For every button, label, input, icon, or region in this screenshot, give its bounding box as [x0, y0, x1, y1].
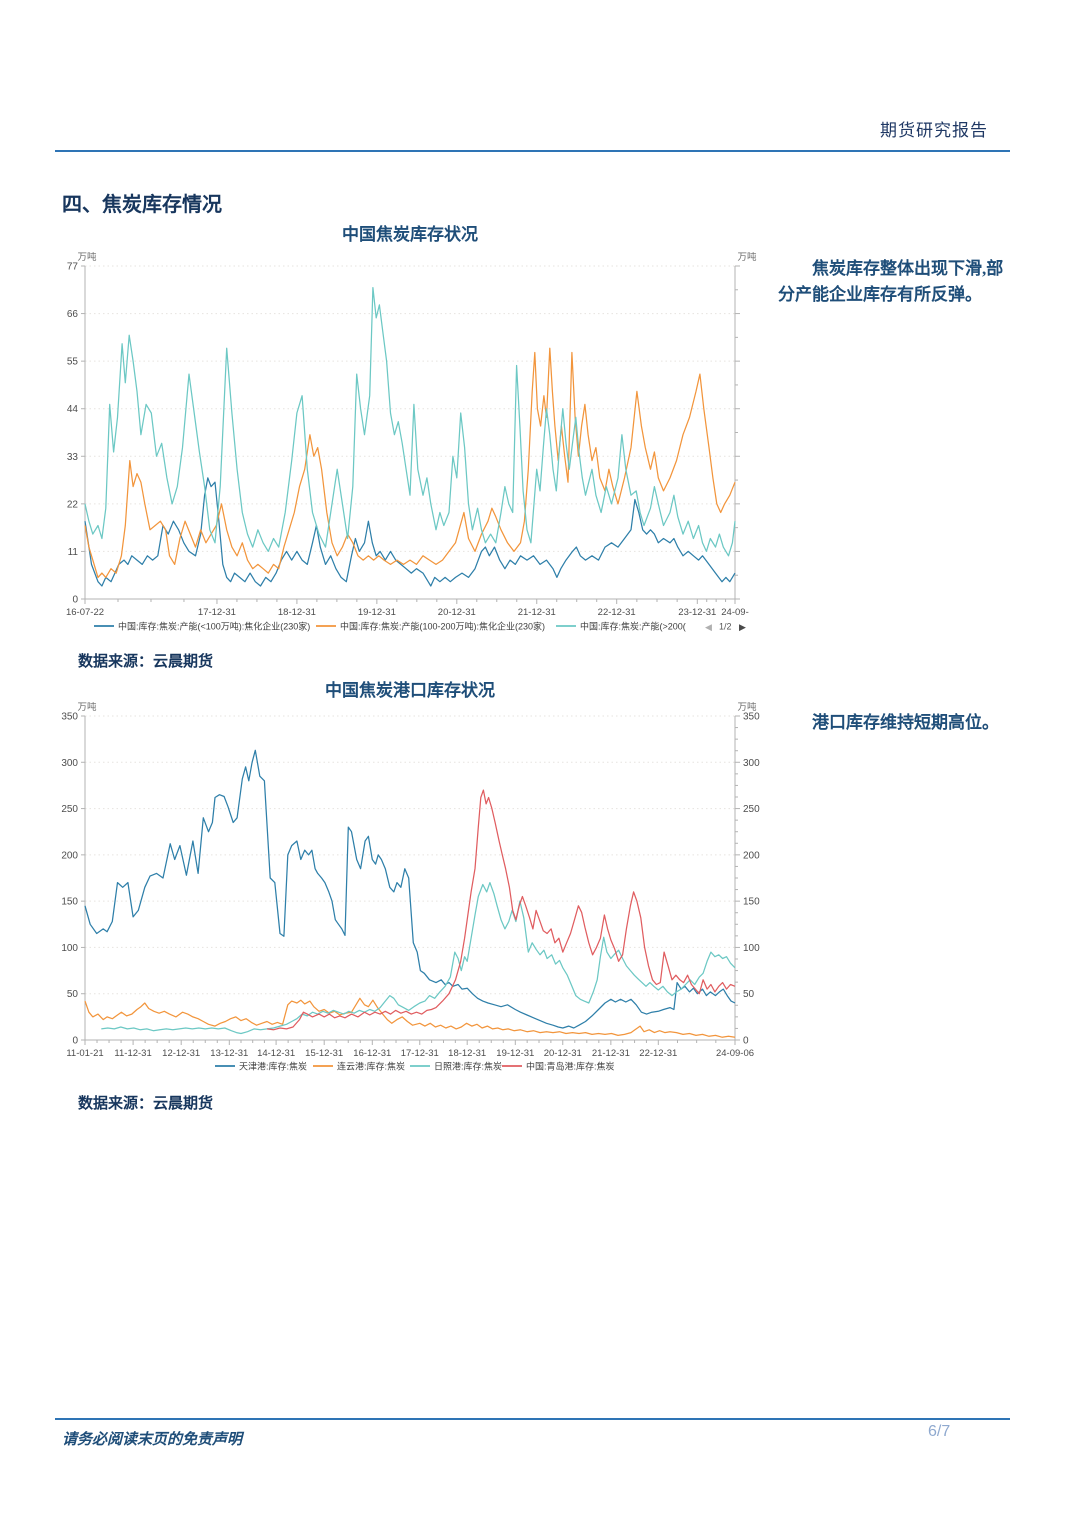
x-tick-label: 19-12-31: [496, 1048, 534, 1059]
header-rule: [55, 150, 1010, 152]
x-tick-label: 21-12-31: [592, 1048, 630, 1059]
y-tick-label: 0: [72, 1036, 78, 1047]
legend-label[interactable]: 中国:青岛港:库存:焦炭: [526, 1061, 615, 1072]
y-tick-label: 200: [61, 850, 78, 861]
x-tick-label: 14-12-31: [257, 1048, 295, 1059]
x-tick-label: 16-07-22: [66, 607, 104, 618]
footer-disclaimer: 请务必阅读末页的免责声明: [62, 1432, 243, 1448]
y-tick-label: 250: [61, 804, 78, 815]
x-tick-label: 17-12-31: [198, 607, 236, 618]
footer-rule: [55, 1418, 1010, 1420]
y-tick-label: 350: [61, 712, 78, 723]
y-tick-label: 55: [67, 357, 79, 368]
legend-label[interactable]: 中国:库存:焦炭:产能(<100万吨):焦化企业(230家): [118, 621, 310, 632]
x-tick-label: 22-12-31: [598, 607, 636, 618]
y-tick-label: 150: [61, 897, 78, 908]
y-tick-label: 300: [61, 758, 78, 769]
y-tick-label: 50: [67, 989, 79, 1000]
y-tick-label: 0: [72, 595, 78, 606]
unit-label-left: 万吨: [77, 702, 97, 713]
series-line: [266, 789, 736, 1031]
x-tick-label: 16-12-31: [353, 1048, 391, 1059]
y-tick-label-right: 100: [743, 943, 760, 954]
y-tick-label: 100: [61, 943, 78, 954]
legend-label[interactable]: 中国:库存:焦炭:产能(>200(: [580, 621, 686, 632]
unit-label-left: 万吨: [77, 252, 97, 263]
y-tick-label: 77: [67, 262, 79, 273]
y-tick-label-right: 350: [743, 712, 760, 723]
legend-label[interactable]: 日照港:库存:焦炭: [434, 1061, 502, 1072]
series-line: [84, 997, 736, 1038]
x-tick-label: 22-12-31: [639, 1048, 677, 1059]
y-tick-label: 22: [67, 499, 79, 510]
series-line: [84, 286, 736, 557]
y-tick-label-right: 0: [743, 1036, 749, 1047]
y-tick-label-right: 200: [743, 850, 760, 861]
x-tick-label: 18-12-31: [448, 1048, 486, 1059]
port-inventory-chart: 0 50 100 150 200 250 300 350 0 50 100 150 200 250 300 3…: [61, 701, 760, 1072]
y-tick-label: 11: [68, 547, 79, 558]
series-line: [101, 881, 736, 1035]
x-tick-label: 24-09-: [721, 607, 748, 618]
data-source-label-2: 数据来源：云晨期货: [78, 1096, 214, 1112]
x-tick-label: 18-12-31: [278, 607, 316, 618]
x-tick-label: 13-12-31: [210, 1048, 248, 1059]
y-tick-label-right: 300: [743, 758, 760, 769]
legend-label[interactable]: 天津港:库存:焦炭: [239, 1061, 307, 1072]
chart1-title: 中国焦炭库存状况: [342, 225, 478, 244]
x-tick-label: 19-12-31: [358, 607, 396, 618]
x-tick-label: 23-12-31: [678, 607, 716, 618]
y-tick-label: 66: [67, 309, 79, 320]
legend-label[interactable]: 连云港:库存:焦炭: [337, 1061, 405, 1072]
annotation-ports: 港口库存维持短期高位。: [812, 713, 999, 732]
legend-label[interactable]: 中国:库存:焦炭:产能(100-200万吨):焦化企业(230家): [340, 621, 545, 632]
annotation-inventory: 焦炭库存整体出现下滑,部分产能企业库存有所反弹。: [778, 259, 1004, 304]
x-tick-label: 21-12-31: [518, 607, 556, 618]
y-tick-label-right: 250: [743, 804, 760, 815]
series-line: [84, 749, 736, 1029]
legend-pager-label: 1/2: [719, 622, 732, 632]
x-tick-label: 20-12-31: [544, 1048, 582, 1059]
x-tick-label: 12-12-31: [162, 1048, 200, 1059]
port-inventory-chart-container: 0 50 100 150 200 250 300 350 0 50 100 150 200 250 300 3…: [55, 701, 780, 1091]
report-type-header: 期货研究报告: [880, 121, 988, 140]
page-number: 6/7: [928, 1423, 951, 1440]
y-tick-label: 33: [67, 452, 79, 463]
y-tick-label-right: 150: [743, 897, 760, 908]
unit-label-right: 万吨: [737, 252, 757, 263]
coke-inventory-chart-container: 0 11 22 33 44 55 66 77 16-07-22 17-12-31 18-12-31 1…: [55, 251, 780, 650]
coke-inventory-chart: 0 11 22 33 44 55 66 77 16-07-22 17-12-31 18-12-31 1…: [66, 251, 757, 632]
legend-pager-prev-icon[interactable]: ◀: [705, 622, 712, 632]
x-tick-label: 11-12-31: [114, 1048, 151, 1059]
section-title: 四、焦炭库存情况: [62, 194, 222, 216]
legend-pager-next-icon[interactable]: ▶: [739, 622, 746, 632]
series-line: [84, 347, 736, 579]
x-tick-label: 24-09-06: [716, 1048, 754, 1059]
y-tick-label: 44: [67, 404, 79, 415]
data-source-label-1: 数据来源：云晨期货: [78, 654, 214, 670]
x-tick-label: 11-01-21: [66, 1048, 103, 1059]
y-tick-label-right: 50: [743, 989, 755, 1000]
x-tick-label: 20-12-31: [438, 607, 476, 618]
chart2-title: 中国焦炭港口库存状况: [325, 681, 495, 700]
unit-label-right: 万吨: [737, 702, 757, 713]
x-tick-label: 17-12-31: [401, 1048, 439, 1059]
x-tick-label: 15-12-31: [305, 1048, 343, 1059]
series-line: [84, 477, 736, 587]
